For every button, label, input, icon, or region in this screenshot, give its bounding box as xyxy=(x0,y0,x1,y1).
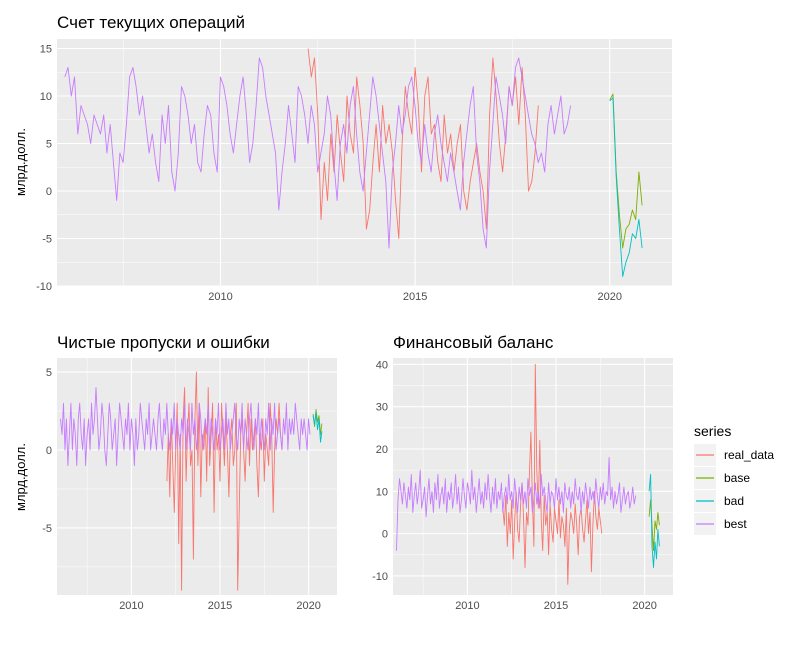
y-tick-label: 5 xyxy=(46,139,52,151)
series-line-real-data xyxy=(502,363,603,585)
series-line-best xyxy=(60,387,311,467)
y-tick-label: 0 xyxy=(46,186,52,198)
legend-item-best: best xyxy=(694,513,747,535)
gridlines-errors-omissions xyxy=(57,358,337,595)
x-tick-label: 2015 xyxy=(208,600,232,612)
y-tick-label: -5 xyxy=(42,234,52,246)
series-lines-current-account xyxy=(64,48,643,277)
x-tick-label: 2020 xyxy=(296,600,320,612)
x-tick-label: 2020 xyxy=(597,291,621,303)
series-line-best xyxy=(396,457,637,551)
y-tick-label: 30 xyxy=(376,402,388,414)
gridlines-current-account xyxy=(57,39,672,287)
series-line-best xyxy=(64,57,572,249)
y-tick-label: -10 xyxy=(36,281,52,293)
y-tick-labels-financial-balance: -10 0 10 20 30 40 xyxy=(372,359,388,583)
legend-item-real-data: real_data xyxy=(694,444,774,466)
y-tick-label: -5 xyxy=(42,523,52,535)
x-tick-label: 2010 xyxy=(208,291,232,303)
y-axis-title-current-account: млрд.долл. xyxy=(13,128,28,196)
legend-item-bad: bad xyxy=(694,490,744,512)
x-tick-label: 2015 xyxy=(544,600,568,612)
series-line-real-data xyxy=(166,371,283,591)
plot-panel-financial-balance xyxy=(393,358,673,595)
legend-title: series xyxy=(694,423,731,439)
legend-label: base xyxy=(724,471,750,485)
series-lines-financial-balance xyxy=(396,363,660,585)
plot-panel-current-account xyxy=(57,39,672,286)
y-tick-labels-current-account: -10 -5 0 5 10 15 xyxy=(36,44,52,294)
y-tick-label: 40 xyxy=(376,359,388,371)
x-tick-label: 2020 xyxy=(632,600,656,612)
chart-title-financial-balance: Финансовый баланс xyxy=(393,333,554,352)
legend-item-base: base xyxy=(694,467,750,489)
series-lines-errors-omissions xyxy=(60,371,323,591)
legend-label: bad xyxy=(724,494,744,508)
series-line-real-data xyxy=(307,48,539,239)
legend-label: best xyxy=(724,517,747,531)
y-tick-label: 10 xyxy=(40,91,52,103)
y-tick-label: -10 xyxy=(372,571,388,583)
gridlines-financial-balance xyxy=(393,358,673,595)
x-tick-labels-current-account: 2010 2015 2020 xyxy=(208,291,622,303)
y-tick-label: 5 xyxy=(46,367,52,379)
chart-title-current-account: Счет текущих операций xyxy=(57,13,245,32)
errors-omissions-chart: Чистые пропуски и ошибки -505 2010 2015 20… xyxy=(13,333,337,612)
series-line-bad xyxy=(312,412,323,443)
y-axis-title-errors-omissions: млрд.долл. xyxy=(13,443,28,511)
series-line-base xyxy=(312,409,323,435)
series-line-bad xyxy=(609,97,643,277)
y-tick-label: 20 xyxy=(376,444,388,456)
y-tick-label: 15 xyxy=(40,44,52,56)
y-tick-label: 0 xyxy=(46,445,52,457)
legend-label: real_data xyxy=(724,448,774,462)
series-line-bad xyxy=(648,473,660,568)
chart-title-errors-omissions: Чистые пропуски и ошибки xyxy=(57,333,270,352)
y-tick-labels-errors-omissions: -5 0 5 xyxy=(42,367,52,535)
y-tick-label: 0 xyxy=(382,529,388,541)
x-tick-label: 2010 xyxy=(455,600,479,612)
x-tick-labels-financial-balance: 2010 2015 2020 xyxy=(455,600,657,612)
x-tick-label: 2015 xyxy=(403,291,427,303)
x-tick-labels-errors-omissions: 2010 2015 2020 xyxy=(119,600,321,612)
y-tick-label: 10 xyxy=(376,486,388,498)
x-tick-label: 2010 xyxy=(119,600,143,612)
